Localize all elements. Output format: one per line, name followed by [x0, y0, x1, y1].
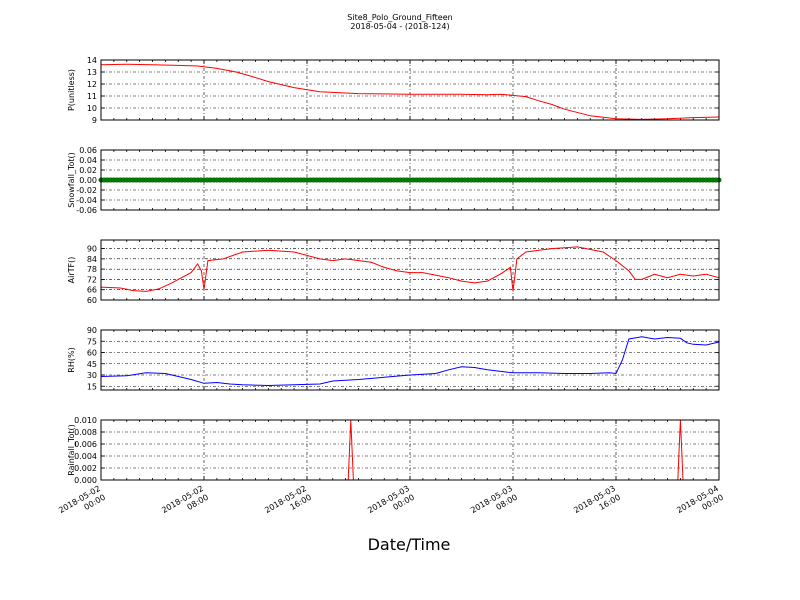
panel-1: 9 10 11 12 13 14 P(unitless) [67, 56, 720, 125]
y-tick-label: 84 [87, 255, 97, 264]
y-axis-label: Rainfall_Tot() [67, 424, 76, 476]
y-axis-label: RH(%) [67, 347, 76, 372]
y-tick-label: 60 [87, 349, 97, 358]
y-tick-label: 15 [87, 382, 97, 391]
y-tick-label: 45 [87, 360, 97, 369]
y-tick-label: 72 [87, 275, 97, 284]
axes-frame [100, 329, 720, 391]
panel-4: 15 30 45 60 75 90 RH(%) [67, 326, 720, 391]
figure-title: Site8_Polo_Ground_Fifteen [347, 13, 452, 22]
y-tick-label: 30 [87, 371, 97, 380]
y-tick-label: 75 [87, 337, 97, 346]
axes-frame [100, 239, 720, 301]
axes-frame [100, 149, 720, 211]
y-tick-label: -0.04 [76, 196, 97, 205]
series-line [100, 246, 720, 292]
y-tick-label: 0.004 [74, 452, 97, 461]
y-tick-label: 0.006 [74, 440, 97, 449]
axes-frame [100, 419, 720, 481]
y-tick-label: 13 [87, 68, 97, 77]
y-tick-label: 0.010 [74, 416, 97, 425]
y-tick-label: 11 [87, 92, 97, 101]
panel-2: -0.06-0.04-0.020.000.020.040.06Snowfall_… [67, 146, 722, 215]
y-tick-label: 0.00 [79, 176, 97, 185]
figure-subtitle: 2018-05-04 - (2018-124) [350, 22, 449, 31]
x-axis-label: Date/Time [368, 535, 451, 554]
y-tick-label: 66 [87, 286, 97, 295]
y-tick-label: 10 [87, 104, 97, 113]
y-tick-label: 14 [87, 56, 97, 65]
y-tick-label: 0.000 [74, 476, 97, 485]
y-tick-label: 12 [87, 80, 97, 89]
series-line [100, 63, 720, 120]
y-tick-label: 9 [92, 116, 97, 125]
y-axis-label: AirTF() [67, 257, 76, 284]
y-axis-label: Snowfall_Tot() [67, 152, 76, 208]
y-tick-label: -0.06 [76, 206, 97, 215]
y-tick-label: 0.002 [74, 464, 97, 473]
y-tick-label: -0.02 [76, 186, 97, 195]
y-tick-label: 78 [87, 265, 97, 274]
axes-frame [100, 59, 720, 121]
y-tick-label: 0.02 [79, 166, 97, 175]
panel-5: 0.000 0.002 0.004 0.006 0.008 0.010Rainfall_T… [67, 416, 720, 485]
y-tick-label: 0.06 [79, 146, 97, 155]
y-axis-label: P(unitless) [67, 69, 76, 111]
y-tick-label: 90 [87, 326, 97, 335]
series-line [100, 336, 720, 387]
chart-panels: 91011121314P(unitless)-0.06-0.04-0.020.0… [67, 56, 722, 485]
y-tick-label: 90 [87, 245, 97, 254]
y-tick-label: 60 [87, 296, 97, 305]
y-tick-label: 0.008 [74, 428, 97, 437]
y-tick-label: 0.04 [79, 156, 97, 165]
